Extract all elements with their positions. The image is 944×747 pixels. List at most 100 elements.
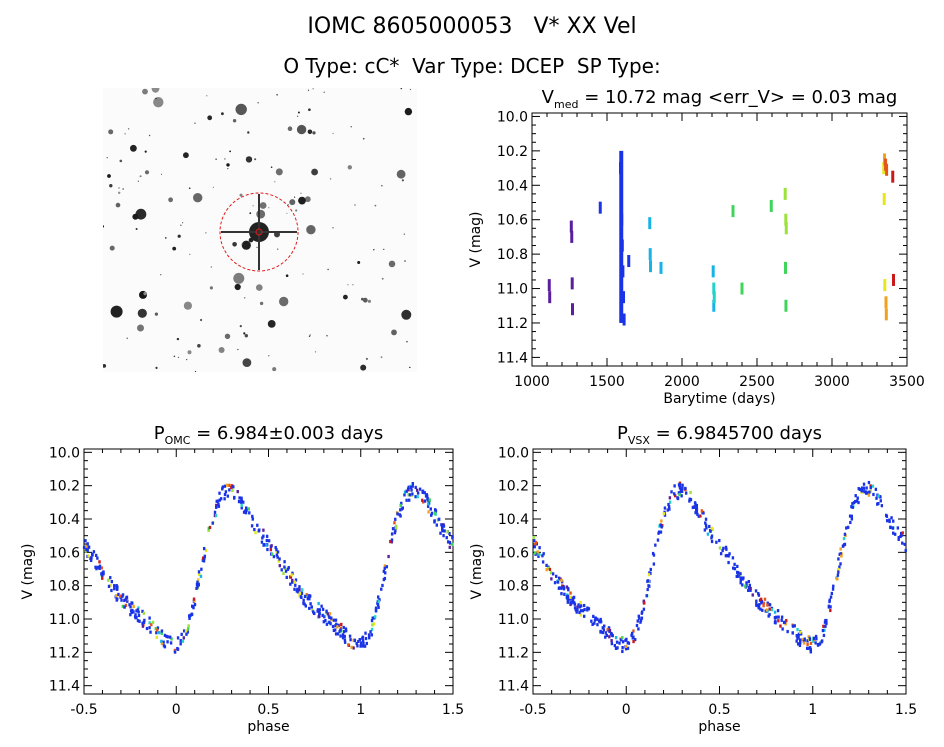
data-point (560, 592, 563, 596)
data-point (184, 629, 188, 633)
data-point (200, 567, 203, 571)
star-dot (126, 337, 128, 339)
data-point (361, 644, 365, 648)
star-dot (332, 132, 334, 135)
data-point (223, 497, 226, 501)
data-point (141, 609, 144, 613)
data-point (86, 542, 89, 546)
data-point (125, 598, 129, 602)
data-point (620, 638, 623, 642)
data-point (352, 638, 355, 642)
data-point (885, 163, 889, 176)
data-point (803, 641, 806, 645)
data-point (322, 620, 326, 624)
data-point (850, 505, 853, 509)
data-point (737, 574, 740, 578)
data-point (684, 491, 688, 495)
star-dot (224, 333, 231, 339)
data-point (276, 550, 280, 554)
data-point (874, 487, 878, 491)
data-point (377, 599, 380, 604)
data-point (877, 502, 880, 506)
data-point (635, 623, 639, 628)
data-point (334, 632, 338, 636)
data-point (820, 640, 823, 644)
data-point (166, 640, 169, 644)
star-dot (274, 181, 276, 183)
data-point (596, 617, 599, 621)
data-point (708, 524, 711, 529)
data-point (183, 629, 186, 633)
data-point (780, 618, 783, 622)
data-point (337, 623, 340, 627)
data-point (136, 619, 140, 623)
data-point (128, 603, 131, 607)
data-point (721, 548, 724, 553)
data-point (796, 642, 800, 646)
data-point (538, 546, 541, 550)
data-point (131, 601, 134, 605)
data-point (98, 566, 101, 571)
star-dot (330, 178, 332, 180)
data-point (275, 548, 278, 552)
data-point (448, 531, 451, 536)
data-point (668, 500, 672, 504)
star-dot (193, 193, 203, 203)
x-tick-label: 0.5 (257, 702, 279, 718)
data-point (601, 630, 605, 635)
data-point (779, 624, 782, 628)
y-axis-label: V (mag) (20, 543, 36, 599)
data-point (593, 618, 597, 622)
star-dot (295, 209, 298, 212)
data-point (858, 487, 862, 491)
star-dot (224, 158, 226, 160)
data-point (95, 567, 98, 571)
data-point (576, 607, 579, 612)
data-point (639, 620, 642, 624)
plot-frame (83, 448, 454, 695)
data-point (536, 550, 539, 554)
data-point (741, 583, 744, 587)
data-point (217, 502, 220, 506)
data-point (132, 604, 135, 609)
data-point (740, 282, 744, 295)
data-point (639, 618, 643, 623)
data-point (610, 641, 614, 646)
data-point (679, 488, 683, 492)
data-point (566, 597, 570, 601)
data-point (215, 499, 218, 503)
data-point (728, 552, 731, 556)
data-point (189, 613, 192, 617)
data-point (271, 552, 274, 556)
data-point (141, 624, 145, 628)
star-dot (188, 187, 191, 189)
data-point (332, 628, 336, 633)
data-point (533, 545, 536, 549)
star-dot (194, 122, 196, 124)
data-point (572, 601, 576, 605)
data-point (403, 490, 407, 494)
data-point (693, 501, 697, 505)
data-point (390, 532, 394, 536)
data-point (262, 528, 265, 532)
data-point (374, 606, 378, 610)
data-point (185, 632, 188, 636)
data-point (885, 514, 889, 518)
star-dot (128, 128, 130, 130)
data-point (626, 646, 630, 650)
star-dot (239, 193, 243, 197)
data-point (579, 600, 582, 605)
data-point (784, 261, 787, 274)
star-dot (373, 249, 375, 251)
star-dot (232, 242, 237, 247)
star-dot (272, 367, 277, 372)
data-point (891, 170, 895, 183)
data-point (137, 610, 140, 614)
star-dot (189, 253, 191, 255)
data-point (217, 504, 221, 508)
star-dot (298, 196, 306, 205)
data-point (872, 492, 875, 497)
data-point (349, 638, 352, 642)
title-symbol: P (617, 423, 628, 444)
data-point (841, 544, 845, 548)
